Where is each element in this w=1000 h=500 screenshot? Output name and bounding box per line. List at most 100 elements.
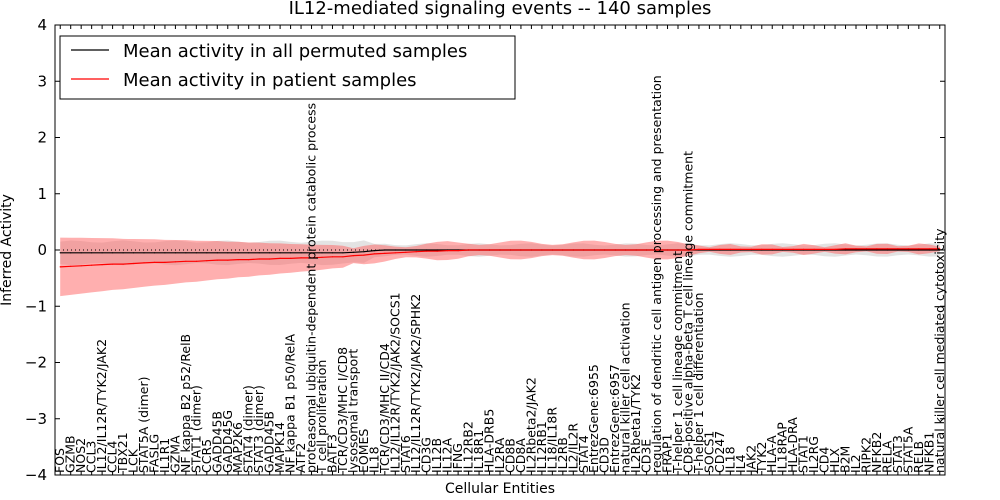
x-tick-label: JAK2 bbox=[743, 445, 758, 474]
data-point bbox=[844, 248, 847, 250]
data-point bbox=[91, 264, 93, 266]
data-point bbox=[363, 251, 365, 253]
data-point bbox=[771, 248, 773, 250]
y-tick-label: 0 bbox=[37, 241, 47, 259]
data-point bbox=[530, 249, 533, 251]
data-point bbox=[708, 248, 711, 250]
data-point bbox=[583, 249, 585, 251]
x-tick-label: CD8B bbox=[503, 438, 518, 473]
data-point bbox=[122, 252, 124, 254]
x-tick-label: RELA bbox=[879, 440, 894, 473]
data-point bbox=[331, 256, 334, 258]
x-tick-label: IL12B bbox=[429, 438, 444, 473]
data-point bbox=[740, 248, 742, 250]
data-point bbox=[227, 259, 229, 261]
data-point bbox=[782, 248, 784, 250]
x-tick-label: IL2Rbeta2/JAK2 bbox=[523, 377, 538, 473]
x-tick-label: T-helper 1 cell differentiation bbox=[691, 293, 706, 474]
x-tick-label: MAPK14 bbox=[272, 422, 287, 473]
data-point bbox=[216, 259, 218, 261]
x-tick-label: IL4 bbox=[733, 454, 748, 473]
data-point bbox=[384, 249, 386, 251]
data-point bbox=[279, 252, 281, 254]
data-point bbox=[886, 248, 889, 250]
x-tick-label: NFKB1 bbox=[921, 432, 936, 473]
data-point bbox=[300, 252, 302, 254]
x-tick-label: CCR5 bbox=[199, 439, 214, 473]
data-point bbox=[394, 252, 396, 254]
data-point bbox=[290, 252, 292, 254]
x-tick-label: IL1R1 bbox=[157, 438, 172, 473]
data-point bbox=[541, 249, 543, 251]
data-point bbox=[227, 252, 229, 254]
x-tick-label: IL2RA bbox=[492, 437, 507, 473]
data-point bbox=[143, 262, 145, 264]
data-point bbox=[604, 249, 606, 251]
x-tick-label: STAT5A bbox=[900, 426, 915, 473]
x-tick-label: IL12/IL12R/TYK2/JAK2 bbox=[94, 339, 109, 473]
data-point bbox=[666, 249, 669, 251]
x-tick-label: B2M bbox=[838, 446, 853, 473]
data-point bbox=[174, 261, 176, 263]
x-tick-label: CD247 bbox=[712, 431, 727, 473]
legend-patient-label: Mean activity in patient samples bbox=[123, 70, 417, 91]
data-point bbox=[112, 252, 114, 254]
data-point bbox=[248, 259, 250, 261]
data-point bbox=[551, 249, 554, 251]
data-point bbox=[206, 252, 208, 254]
data-point bbox=[426, 249, 428, 251]
data-point bbox=[237, 259, 239, 261]
x-tick-label: CD3D bbox=[597, 437, 612, 473]
data-point bbox=[185, 260, 187, 262]
x-tick-label: CD3G bbox=[419, 437, 434, 473]
data-point bbox=[185, 252, 187, 254]
patient-spread-band bbox=[60, 237, 940, 297]
x-tick-label: CD8A bbox=[513, 438, 528, 473]
x-tick-label: IL2RG bbox=[806, 436, 821, 473]
legend-permuted-label: Mean activity in all permuted samples bbox=[123, 41, 467, 62]
data-point bbox=[310, 252, 313, 254]
x-tick-label: IFNG bbox=[450, 443, 465, 473]
x-tick-label: HLA-DRB5 bbox=[482, 409, 497, 473]
legend-frame bbox=[59, 35, 516, 100]
data-point bbox=[195, 260, 197, 262]
x-axis-label: Cellular Entities bbox=[445, 481, 555, 497]
x-tick-label: natural killer cell mediated cytotoxicit… bbox=[932, 228, 947, 473]
x-tick-label: IL2Rbeta1/TYK2 bbox=[628, 374, 643, 473]
data-point bbox=[122, 263, 124, 265]
data-point bbox=[625, 249, 627, 251]
x-tick-label: FRAP1 bbox=[660, 434, 675, 473]
data-point bbox=[457, 250, 459, 252]
x-tick-label: lysosomal transport bbox=[345, 349, 360, 473]
data-point bbox=[342, 256, 344, 258]
data-point bbox=[865, 248, 868, 250]
data-point bbox=[91, 252, 93, 254]
x-tick-label: IL18 bbox=[722, 446, 737, 473]
x-tick-label: NOS2 bbox=[73, 438, 88, 473]
data-point bbox=[164, 261, 166, 263]
data-point bbox=[876, 249, 878, 251]
x-tick-label: IL12/IL12R/TYK2/JAK2/SPHK2 bbox=[408, 294, 423, 473]
data-point bbox=[509, 249, 512, 251]
data-point bbox=[855, 249, 857, 251]
data-point bbox=[206, 260, 208, 262]
data-point bbox=[928, 249, 930, 251]
x-tick-label: HLA-A bbox=[764, 435, 779, 473]
x-tick-label: IL12RB1 bbox=[534, 421, 549, 473]
x-tick-label: NF kappa B1 p50/RelA bbox=[283, 333, 298, 473]
data-point bbox=[865, 249, 868, 251]
x-tick-label: NFKB2 bbox=[869, 432, 884, 473]
data-point bbox=[897, 248, 899, 250]
x-tick-label: TBX21 bbox=[115, 432, 130, 474]
data-point bbox=[153, 261, 156, 263]
data-point bbox=[907, 248, 910, 250]
x-tick-label: TCR/CD3/MHC I/CD8 bbox=[335, 347, 350, 474]
data-point bbox=[792, 248, 794, 250]
data-point bbox=[80, 265, 82, 267]
x-tick-label: GZMA bbox=[167, 435, 182, 473]
x-tick-label: STAT4 (dimer) bbox=[241, 385, 256, 473]
x-tick-label: GADD45G bbox=[220, 410, 235, 473]
data-point bbox=[415, 249, 417, 251]
data-point bbox=[70, 265, 72, 267]
y-tick-label: −3 bbox=[25, 410, 47, 428]
